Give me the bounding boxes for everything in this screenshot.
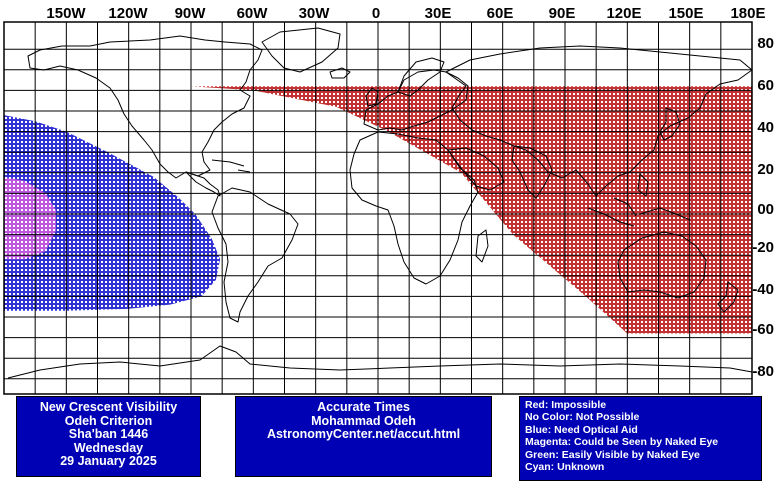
lat-label-minus-40: -40 xyxy=(752,281,774,298)
lon-label-180e: 180E xyxy=(730,5,765,22)
lon-label-0: 0 xyxy=(372,5,380,22)
credits-title: Accurate Times xyxy=(317,400,410,414)
lon-label-90e: 90E xyxy=(549,5,576,22)
central-america-outline xyxy=(185,171,221,197)
latitude-labels: 80 60 40 20 00 -20 -40 -60 -80 xyxy=(752,35,774,380)
legend-unknown: Cyan: Unknown xyxy=(525,461,605,474)
legend-optical-aid: Blue: Need Optical Aid xyxy=(525,423,638,436)
author-name: Mohammad Odeh xyxy=(311,413,416,428)
lon-label-60e: 60E xyxy=(487,5,514,22)
lon-label-120w: 120W xyxy=(108,5,148,22)
greenland-outline xyxy=(261,27,341,73)
scandinavia-outline xyxy=(397,57,445,97)
lat-label-00: 00 xyxy=(757,201,774,218)
lat-label-minus-60: -60 xyxy=(752,321,774,338)
antarctica-outline xyxy=(7,345,753,379)
asia-outline xyxy=(445,45,753,197)
lat-label-20: 20 xyxy=(757,161,774,178)
lat-label-minus-20: -20 xyxy=(752,239,774,256)
madagascar-outline xyxy=(475,229,489,263)
lon-label-150e: 150E xyxy=(668,5,703,22)
graticule-grid xyxy=(4,22,752,394)
lon-label-30e: 30E xyxy=(425,5,452,22)
credits-panel: Accurate Times Mohammad Odeh AstronomyCe… xyxy=(235,396,492,477)
north-america-outline xyxy=(27,35,263,179)
legend-panel: Red: Impossible No Color: Not Possible B… xyxy=(519,396,762,481)
australia-outline xyxy=(617,231,707,299)
crescent-info-panel: New Crescent Visibility Odeh Criterion S… xyxy=(16,396,201,477)
british-isles-outline xyxy=(365,87,379,107)
legend-naked-eye: Magenta: Could be Seen by Naked Eye xyxy=(525,436,719,449)
lat-label-minus-80: -80 xyxy=(752,363,774,380)
longitude-labels: 150W 120W 90W 60W 30W 0 30E 60E 90E 120E… xyxy=(46,5,765,22)
weekday: Wednesday xyxy=(73,440,144,455)
lat-label-40: 40 xyxy=(757,119,774,136)
lon-label-60w: 60W xyxy=(237,5,269,22)
zone-naked_eye xyxy=(4,176,56,260)
caribbean-outline xyxy=(211,159,251,173)
legend-not-possible: No Color: Not Possible xyxy=(525,411,640,424)
lat-label-60: 60 xyxy=(757,77,774,94)
lon-label-150w: 150W xyxy=(46,5,86,22)
africa-outline xyxy=(349,131,479,285)
website-link[interactable]: AstronomyCenter.net/accut.html xyxy=(266,427,461,442)
zone-need_optical_aid xyxy=(4,115,221,311)
legend-easily-visible: Green: Easily Visible by Naked Eye xyxy=(525,448,700,461)
lat-label-80: 80 xyxy=(757,35,774,52)
philippines-outline xyxy=(637,173,649,197)
crescent-title: New Crescent Visibility xyxy=(39,400,178,414)
europe-outline xyxy=(363,69,469,131)
lon-label-90w: 90W xyxy=(175,5,207,22)
japan-outline xyxy=(659,107,681,141)
legend-impossible: Red: Impossible xyxy=(525,399,607,411)
map-frame xyxy=(3,21,753,395)
criterion-name: Odeh Criterion xyxy=(64,413,153,428)
hijri-month: Sha'ban 1446 xyxy=(68,427,149,442)
lon-label-30w: 30W xyxy=(299,5,331,22)
lon-label-120e: 120E xyxy=(606,5,641,22)
gregorian-date: 29 January 2025 xyxy=(60,454,157,469)
